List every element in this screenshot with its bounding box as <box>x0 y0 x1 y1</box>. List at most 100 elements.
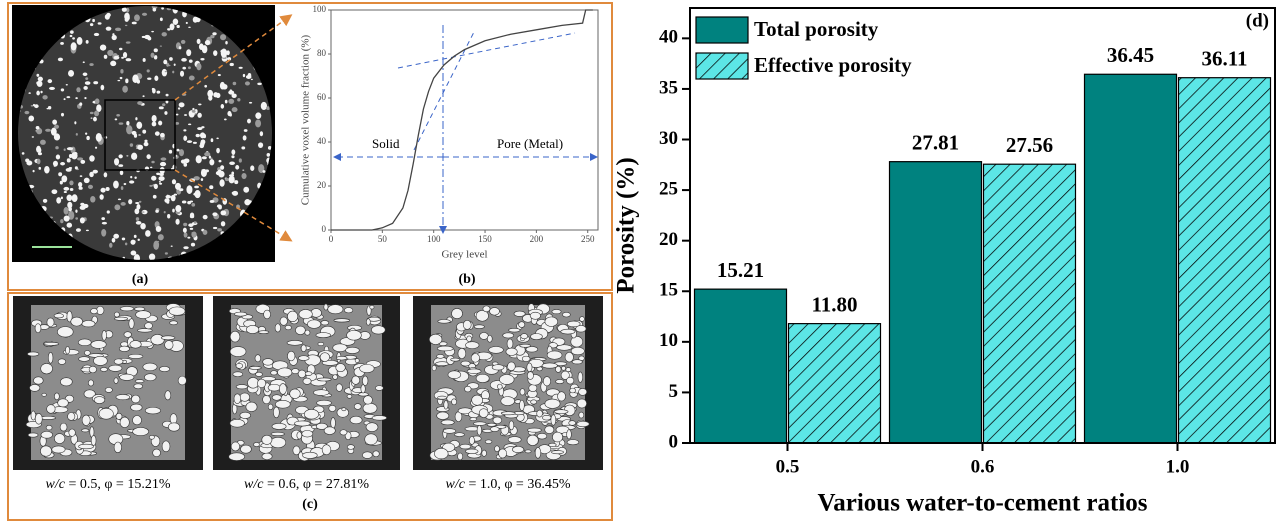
speckle <box>241 173 246 179</box>
speckle <box>152 122 157 127</box>
pore-blob <box>304 409 318 419</box>
speckle <box>171 25 174 29</box>
speckle <box>158 234 164 240</box>
speckle <box>179 188 183 191</box>
speckle <box>55 146 58 149</box>
speckle <box>188 27 191 28</box>
speckle <box>157 91 161 94</box>
speckle <box>147 37 151 41</box>
pore-blob <box>493 417 502 424</box>
x-tick-label: 0.5 <box>776 456 800 477</box>
speckle <box>233 82 237 85</box>
speckle <box>67 202 72 209</box>
y-tick-label: 15 <box>659 280 678 301</box>
speckle <box>177 25 180 28</box>
pore-blob <box>302 430 313 437</box>
pore-blob <box>521 334 528 339</box>
speckle <box>131 251 137 256</box>
pore-blob <box>256 372 263 376</box>
pore-blob <box>437 346 453 351</box>
speckle <box>128 199 132 204</box>
speckle <box>172 179 176 184</box>
pore-blob <box>472 395 483 405</box>
speckle <box>205 169 209 172</box>
pore-blob <box>370 305 374 309</box>
pore-blob <box>352 376 360 384</box>
speckle <box>152 115 157 122</box>
pore-blob <box>317 400 332 406</box>
speckle <box>197 113 201 118</box>
pore-blob <box>469 436 474 444</box>
speckle <box>94 33 99 36</box>
pore-blob <box>565 352 573 362</box>
pore-blob <box>145 323 153 329</box>
pore-blob <box>145 407 160 414</box>
speckle <box>80 206 86 210</box>
x-tick-label: 0.6 <box>971 456 995 477</box>
renders: w/c = 0.5, φ = 15.21%w/c = 0.6, φ = 27.8… <box>13 296 603 492</box>
pore-blob <box>334 319 350 322</box>
speckle <box>188 124 191 126</box>
speckle <box>122 86 128 93</box>
speckle <box>58 58 63 62</box>
speckle <box>267 153 271 157</box>
speckle <box>94 111 99 117</box>
speckle <box>172 209 175 213</box>
pore-blob <box>527 363 532 372</box>
pore-blob <box>35 324 41 333</box>
speckle <box>121 186 124 190</box>
speckle <box>85 77 88 80</box>
speckle <box>134 134 136 136</box>
pore-blob <box>230 419 245 427</box>
x-tick-label: 150 <box>478 234 492 244</box>
speckle <box>179 102 185 107</box>
pore-blob <box>570 388 576 393</box>
pore-blob <box>81 429 88 432</box>
speckle <box>54 125 59 129</box>
speckle <box>90 23 93 26</box>
speckle <box>235 165 239 170</box>
speckle <box>139 201 142 203</box>
speckle <box>112 238 116 243</box>
pore-blob <box>236 363 243 368</box>
speckle <box>152 88 156 93</box>
speckle <box>121 57 124 59</box>
pore-blob <box>479 409 488 418</box>
pore-blob <box>290 389 301 399</box>
speckle <box>155 55 158 59</box>
pore-blob <box>554 410 568 414</box>
pore-blob <box>249 366 261 369</box>
pore-blob <box>58 359 66 365</box>
bar <box>1179 78 1271 443</box>
speckle <box>151 176 156 181</box>
pore-blob <box>246 325 259 333</box>
speckle <box>196 134 200 137</box>
pore-blob <box>465 449 478 453</box>
pore-blob <box>168 423 180 431</box>
bar <box>1085 74 1177 443</box>
bar <box>789 324 881 443</box>
pore-blob <box>354 404 361 410</box>
pore-blob <box>94 397 105 404</box>
speckle <box>164 211 166 213</box>
render-caption: w/c = 0.6, φ = 27.81% <box>244 477 369 492</box>
speckle <box>199 144 204 148</box>
pore-blob <box>527 428 541 432</box>
speckle <box>203 134 206 138</box>
speckle <box>135 117 137 120</box>
speckle <box>241 146 245 149</box>
speckle <box>101 85 105 91</box>
speckle <box>135 202 139 204</box>
speckle <box>119 122 124 124</box>
pore-blob <box>508 437 521 443</box>
speckle <box>204 85 207 88</box>
speckle <box>130 143 133 147</box>
pore-blob <box>324 304 328 310</box>
speckle <box>179 46 182 49</box>
speckle <box>120 69 123 74</box>
speckle <box>38 77 43 82</box>
speckle <box>231 149 235 155</box>
pore-blob <box>71 317 83 326</box>
pore-blob <box>461 361 470 366</box>
speckle <box>117 80 120 81</box>
